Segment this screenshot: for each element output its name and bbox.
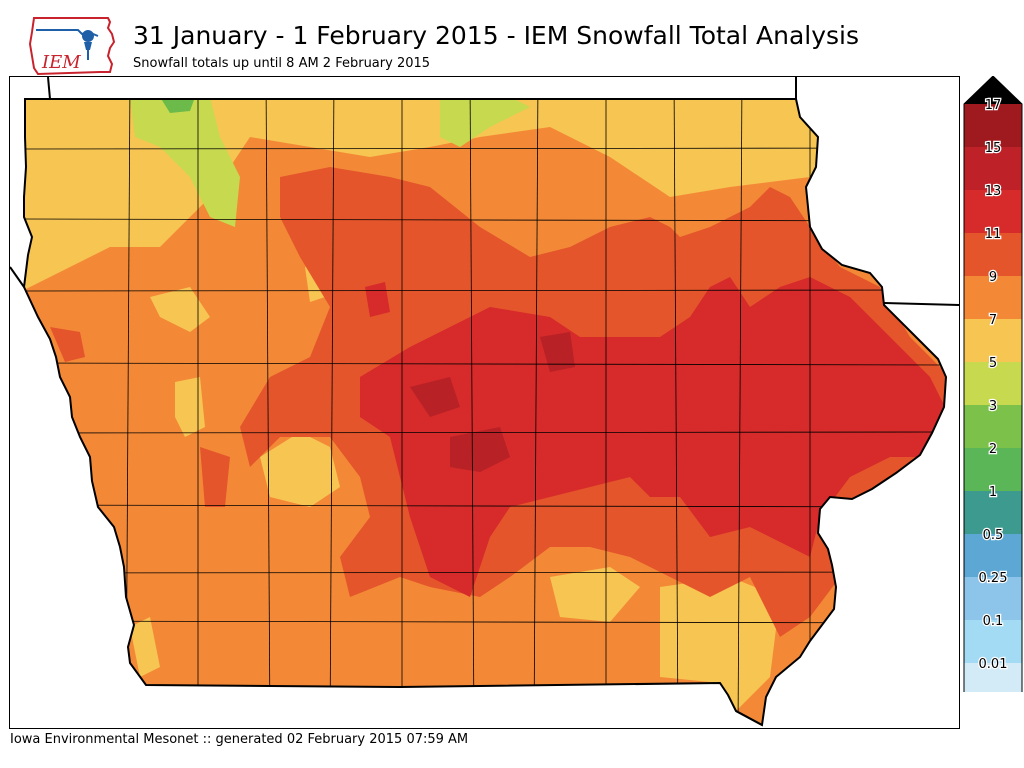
band-11-13 xyxy=(360,277,946,597)
county-row-line xyxy=(24,218,946,222)
logo-text: IEM xyxy=(41,52,81,73)
colorbar-label: 11 xyxy=(985,227,1002,242)
county-row-line xyxy=(24,431,946,434)
county-col-line xyxy=(329,99,335,725)
colorbar-cell-11 xyxy=(964,233,1022,276)
county-row-line xyxy=(24,289,946,292)
il-wi-border xyxy=(883,302,959,306)
colorbar-cell-0.1 xyxy=(964,620,1022,663)
county-lines xyxy=(24,99,946,725)
colorbar-label: 7 xyxy=(989,313,997,328)
band-9-11-w xyxy=(50,327,85,362)
county-col-line xyxy=(737,99,743,725)
band-3-5-nw xyxy=(130,99,240,227)
ne-sd-border xyxy=(10,266,25,288)
map-subtitle: Snowfall totals up until 8 AM 2 February… xyxy=(133,56,431,71)
colorbar-label: 5 xyxy=(989,356,997,371)
colorbar-label: 13 xyxy=(985,184,1002,199)
colorbar-label: 1 xyxy=(989,485,997,500)
colorbar-cell-3 xyxy=(964,405,1022,448)
colorbar-label: 0.5 xyxy=(983,528,1004,543)
colorbar-cell-9 xyxy=(964,276,1022,319)
state-boundaries xyxy=(10,77,959,727)
map-title: 31 January - 1 February 2015 - IEM Snowf… xyxy=(133,21,860,50)
county-col-line xyxy=(469,99,475,725)
band-5-7-se xyxy=(660,577,780,711)
colorbar-cell-17 xyxy=(964,104,1022,147)
band-3-5-n xyxy=(440,99,530,147)
county-row-line xyxy=(24,147,946,150)
colorbar-cell-5 xyxy=(964,362,1022,405)
band-9-11-wc xyxy=(200,447,230,507)
band-13-15-b xyxy=(450,427,510,472)
colorbar-label: 0.01 xyxy=(979,657,1008,672)
iem-logo: IEM xyxy=(28,16,118,76)
county-row-line xyxy=(24,362,946,366)
snowfall-map xyxy=(9,76,960,729)
map-footer: Iowa Environmental Mesonet :: generated … xyxy=(10,732,469,747)
band-5-7-c xyxy=(260,432,340,507)
colorbar-label: 9 xyxy=(989,270,997,285)
band-5-7-w xyxy=(175,377,205,437)
county-col-line xyxy=(673,99,679,725)
county-row-line xyxy=(24,620,946,624)
band-5-7-north xyxy=(24,99,946,297)
snowfall-colorbar: 17 15 13 11 9 7 5 3 2 1 0.5 0.25 0.1 0.01 xyxy=(962,75,1024,727)
county-row-line xyxy=(24,504,946,508)
county-row-line xyxy=(24,571,946,574)
colorbar-top-arrow xyxy=(964,76,1022,104)
colorbar-label: 3 xyxy=(989,399,997,414)
mn-border-west xyxy=(47,77,51,100)
colorbar-label: 0.1 xyxy=(983,614,1004,629)
colorbar-cell-15 xyxy=(964,147,1022,190)
colorbar-label: 15 xyxy=(985,141,1002,156)
colorbar-cell-13 xyxy=(964,190,1022,233)
colorbar-label: 0.25 xyxy=(979,571,1008,586)
band-5-7-swb xyxy=(130,617,160,677)
colorbar-label: 17 xyxy=(985,98,1002,113)
colorbar-cell-7 xyxy=(964,319,1022,362)
band-13-15-a xyxy=(410,377,460,417)
colorbar-cell-0.25 xyxy=(964,577,1022,620)
band-2-3-nw xyxy=(160,99,195,113)
colorbar-cell-1 xyxy=(964,491,1022,534)
colorbar-cell-0.5 xyxy=(964,534,1022,577)
band-13-15-c xyxy=(540,332,575,372)
colorbar-cell-2 xyxy=(964,448,1022,491)
band-5-7-s xyxy=(550,567,640,622)
mo-border-south xyxy=(735,710,763,726)
county-col-line xyxy=(533,99,539,725)
colorbar-label: 2 xyxy=(989,442,997,457)
county-col-line xyxy=(265,99,271,725)
band-5-7-sw xyxy=(150,287,210,332)
